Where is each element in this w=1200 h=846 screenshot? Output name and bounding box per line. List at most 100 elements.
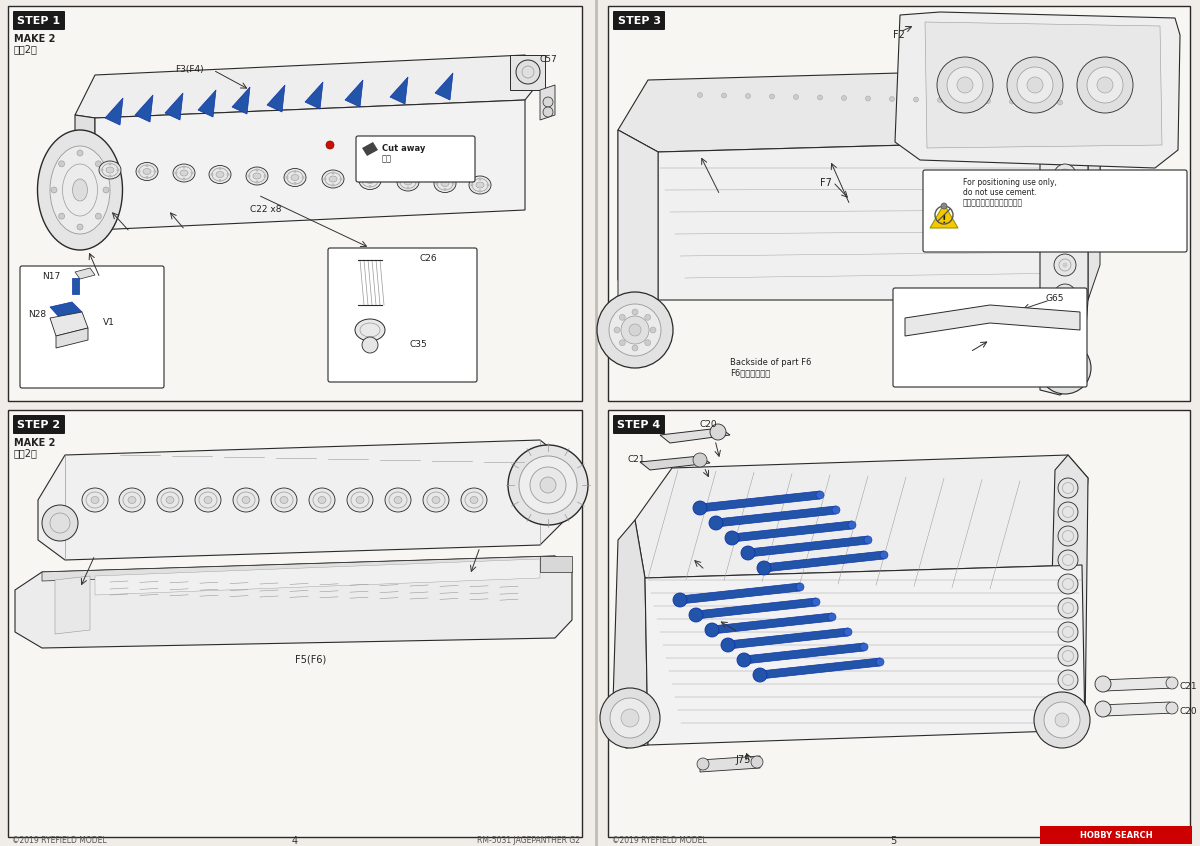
Circle shape [1058, 478, 1078, 498]
Circle shape [210, 173, 214, 176]
Circle shape [614, 327, 620, 333]
Circle shape [1033, 100, 1038, 105]
Circle shape [1078, 57, 1133, 113]
Ellipse shape [136, 162, 158, 180]
Circle shape [42, 505, 78, 541]
Circle shape [108, 162, 112, 166]
Polygon shape [618, 130, 658, 300]
Circle shape [697, 758, 709, 770]
Circle shape [256, 180, 258, 184]
Circle shape [154, 170, 156, 173]
Circle shape [324, 178, 326, 180]
Circle shape [598, 292, 673, 368]
Text: STEP 2: STEP 2 [18, 420, 60, 430]
Text: ©2019 RYEFIELD MODEL: ©2019 RYEFIELD MODEL [12, 836, 107, 845]
Circle shape [793, 95, 798, 100]
Polygon shape [1040, 135, 1088, 395]
Polygon shape [748, 536, 868, 557]
Circle shape [694, 501, 707, 515]
Ellipse shape [530, 467, 566, 503]
Circle shape [108, 174, 112, 178]
Ellipse shape [397, 173, 419, 191]
Ellipse shape [204, 497, 212, 503]
Circle shape [1055, 713, 1069, 727]
Circle shape [610, 304, 661, 356]
Circle shape [644, 340, 650, 346]
Polygon shape [266, 85, 286, 112]
Text: N17: N17 [42, 272, 60, 281]
Circle shape [689, 608, 703, 622]
Circle shape [1058, 694, 1078, 714]
Ellipse shape [284, 168, 306, 186]
FancyBboxPatch shape [20, 266, 164, 388]
Circle shape [247, 174, 251, 178]
Circle shape [1058, 574, 1078, 594]
Ellipse shape [329, 176, 337, 182]
Ellipse shape [253, 173, 262, 179]
Ellipse shape [106, 167, 114, 173]
Polygon shape [732, 521, 852, 542]
Circle shape [1018, 67, 1054, 103]
FancyBboxPatch shape [923, 170, 1187, 252]
Circle shape [1062, 233, 1068, 238]
Polygon shape [712, 613, 832, 634]
Polygon shape [728, 628, 848, 649]
Ellipse shape [355, 319, 385, 341]
Ellipse shape [50, 146, 110, 234]
Ellipse shape [246, 167, 268, 185]
Polygon shape [618, 68, 1100, 152]
Circle shape [709, 516, 722, 530]
Circle shape [542, 97, 553, 107]
Text: F2: F2 [893, 30, 905, 40]
Circle shape [1034, 692, 1090, 748]
Circle shape [876, 658, 884, 666]
Text: STEP 4: STEP 4 [617, 420, 661, 430]
Text: F6零件的背面。: F6零件的背面。 [730, 368, 770, 377]
Bar [608, 410, 1190, 837]
Circle shape [444, 188, 446, 191]
Ellipse shape [37, 130, 122, 250]
Bar [1040, 826, 1192, 844]
Circle shape [294, 170, 296, 173]
Polygon shape [50, 302, 82, 318]
Polygon shape [95, 559, 540, 595]
Circle shape [985, 98, 990, 103]
Text: RM-5031 JAGEPANTHER G2: RM-5031 JAGEPANTHER G2 [478, 836, 580, 845]
Text: C20: C20 [1180, 707, 1198, 716]
Circle shape [864, 536, 872, 544]
Text: 4: 4 [292, 836, 298, 846]
Circle shape [865, 96, 870, 101]
Circle shape [610, 698, 650, 738]
FancyBboxPatch shape [893, 288, 1087, 387]
Ellipse shape [434, 174, 456, 193]
Circle shape [340, 178, 342, 180]
Circle shape [937, 57, 994, 113]
Circle shape [721, 638, 734, 652]
Circle shape [264, 174, 266, 178]
Circle shape [1058, 670, 1078, 690]
FancyBboxPatch shape [13, 415, 65, 434]
Polygon shape [760, 658, 880, 679]
Polygon shape [680, 583, 800, 604]
FancyBboxPatch shape [613, 415, 665, 434]
Circle shape [961, 98, 966, 103]
Text: !: ! [942, 215, 947, 225]
Text: 不使用胶水，仅供定位使用。: 不使用胶水，仅供定位使用。 [964, 198, 1024, 207]
Text: STEP 3: STEP 3 [618, 15, 660, 25]
Ellipse shape [366, 178, 374, 184]
Polygon shape [134, 95, 154, 122]
Circle shape [1058, 502, 1078, 522]
Ellipse shape [72, 179, 88, 201]
Text: F3(F4): F3(F4) [175, 65, 204, 74]
Circle shape [1096, 676, 1111, 692]
Circle shape [1057, 100, 1062, 105]
Polygon shape [612, 520, 648, 748]
Text: C35: C35 [410, 340, 427, 349]
Circle shape [751, 756, 763, 768]
Ellipse shape [216, 172, 224, 178]
Polygon shape [390, 77, 408, 104]
Circle shape [1007, 57, 1063, 113]
Ellipse shape [242, 497, 250, 503]
Circle shape [754, 668, 767, 682]
Polygon shape [905, 305, 1080, 336]
